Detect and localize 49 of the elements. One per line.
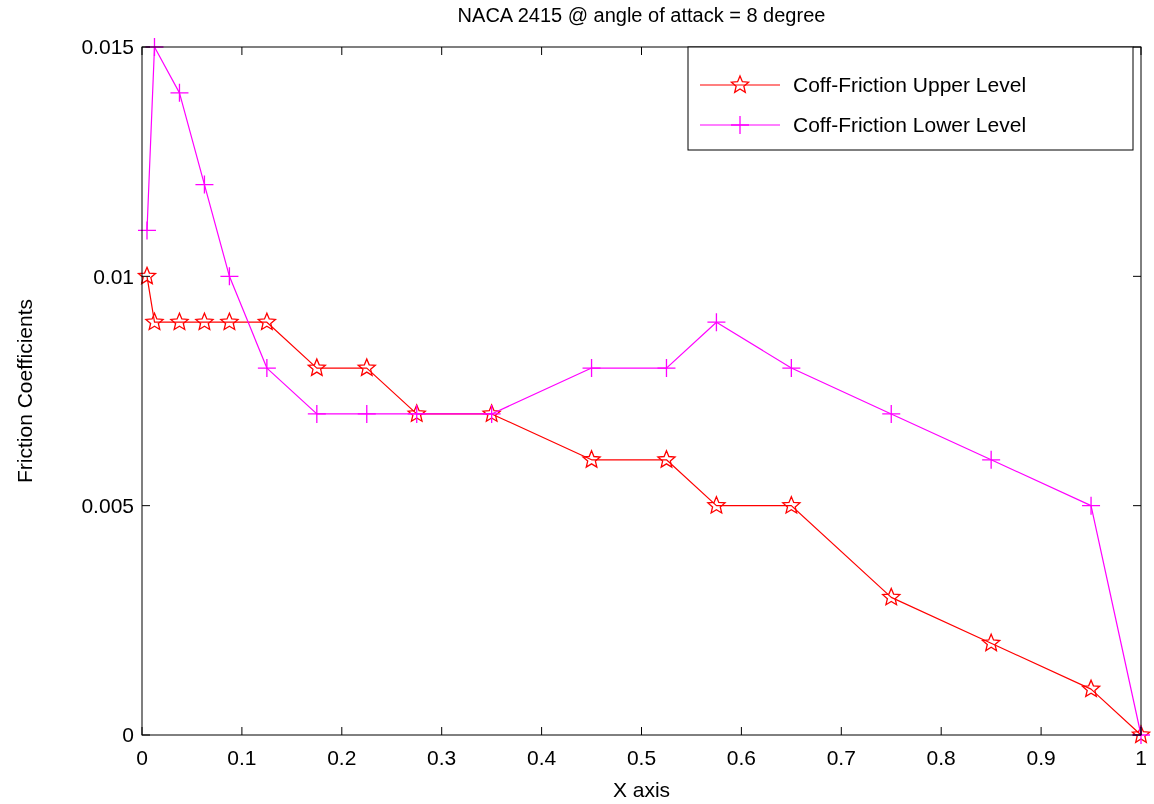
point xyxy=(307,358,327,376)
x-tick-label: 0.1 xyxy=(227,746,257,769)
point xyxy=(1081,679,1101,698)
point xyxy=(357,358,376,376)
x-tick-label: 0.2 xyxy=(327,746,357,769)
y-axis-title: Friction Coefficients xyxy=(13,298,36,484)
y-tick-label: 0.015 xyxy=(81,35,134,59)
point xyxy=(137,266,157,285)
point xyxy=(981,633,1001,652)
x-tick-label: 0.5 xyxy=(626,746,657,769)
point xyxy=(257,312,277,331)
x-tick-label: 1 xyxy=(1135,746,1147,769)
y-tick-label: 0.005 xyxy=(81,494,134,518)
point xyxy=(581,358,602,378)
point xyxy=(137,220,157,241)
y-tick-label: 0 xyxy=(122,723,134,747)
point xyxy=(1081,496,1101,516)
point xyxy=(781,358,801,378)
point xyxy=(257,358,277,378)
chart-title: NACA 2415 @ angle of attack = 8 degree xyxy=(457,4,826,26)
point xyxy=(657,450,676,468)
point xyxy=(706,312,727,332)
point xyxy=(170,312,189,331)
point xyxy=(307,404,327,424)
x-tick-label: 0.9 xyxy=(1026,746,1056,769)
point xyxy=(195,312,214,331)
x-tick-label: 0.6 xyxy=(726,746,756,769)
x-tick-label: 0.3 xyxy=(427,746,457,769)
point xyxy=(882,587,901,606)
point xyxy=(981,450,1001,470)
point xyxy=(219,266,240,286)
point xyxy=(656,358,677,378)
x-tick-label: 0.7 xyxy=(826,746,856,769)
x-axis-title: X axis xyxy=(612,778,671,801)
point xyxy=(194,174,215,195)
legend-label: Coff-Friction Upper Level xyxy=(793,73,1027,97)
point xyxy=(782,496,801,514)
legend-label: Coff-Friction Lower Level xyxy=(793,113,1027,137)
x-tick-label: 0.4 xyxy=(527,746,557,769)
point xyxy=(220,312,239,331)
point xyxy=(145,312,164,331)
point xyxy=(582,450,601,468)
point xyxy=(357,404,377,424)
x-tick-label: 0 xyxy=(136,746,148,769)
point xyxy=(881,404,901,424)
point xyxy=(707,496,726,514)
x-tick-label: 0.8 xyxy=(926,746,956,769)
point xyxy=(169,83,190,103)
y-tick-label: 0.01 xyxy=(93,264,134,288)
